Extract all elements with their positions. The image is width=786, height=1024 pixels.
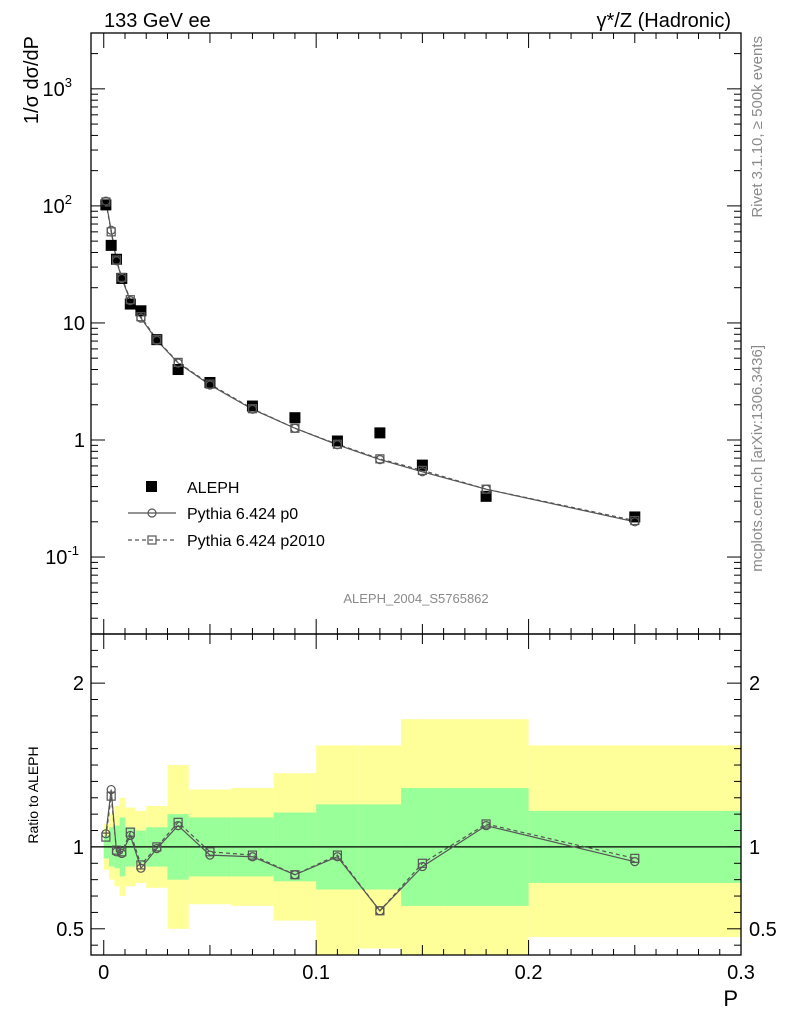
main-y-tick-label-exponent: 2 xyxy=(65,192,72,207)
main-y-tick-label: 102 xyxy=(43,192,72,218)
ratio-y-tick-label: 2 xyxy=(73,673,84,695)
main-point-p2010 xyxy=(101,197,111,207)
ratio-y-tick-label-right: 1 xyxy=(749,837,760,859)
ratio-point-p2010 xyxy=(125,827,135,837)
legend: ALEPH Pythia 6.424 p0 Pythia 6.424 p2010 xyxy=(128,480,325,550)
header-left-label: 133 GeV ee xyxy=(104,10,211,32)
legend-label-p2010: Pythia 6.424 p2010 xyxy=(187,533,325,550)
legend-marker-aleph xyxy=(146,481,157,492)
ratio-point-p2010 xyxy=(106,791,116,801)
main-point-aleph xyxy=(172,364,184,376)
ratio-point-p2010 xyxy=(101,832,111,842)
ratio-point-p2010 xyxy=(247,850,258,860)
ratio-point-p2010 xyxy=(136,860,146,870)
ratio-point-p2010 xyxy=(417,858,427,868)
plot-frames xyxy=(90,32,742,956)
series-markers xyxy=(100,196,641,916)
main-point-p2010 xyxy=(152,335,162,345)
main-y-axis-label: 1/σ dσ/dP xyxy=(21,36,43,124)
legend-marker-p0 xyxy=(147,508,157,518)
analysis-id-label: ALEPH_2004_S5765862 xyxy=(343,591,488,606)
main-y-tick-label: 1 xyxy=(74,430,85,452)
legend-label-aleph: ALEPH xyxy=(187,480,239,497)
ratio-point-p2010 xyxy=(205,847,215,857)
main-y-tick-label: 10 xyxy=(63,313,85,335)
x-axis-label: P xyxy=(723,986,738,1011)
ratio-point-p2010 xyxy=(332,850,343,860)
ratio-point-p2010 xyxy=(152,842,162,852)
mcplots-label: mcplots.cern.ch [arXiv:1306.3436] xyxy=(749,345,766,572)
main-point-p2010 xyxy=(136,312,146,322)
ratio-y-tick-label: 1 xyxy=(73,837,84,859)
main-y-tick-label-exponent: -1 xyxy=(67,543,79,558)
main-y-tick-label: 10-1 xyxy=(45,543,79,569)
main-point-aleph xyxy=(105,239,117,251)
main-point-aleph xyxy=(116,272,128,284)
ratio-point-p2010 xyxy=(173,817,183,827)
ratio-y-tick-label-right: 0.5 xyxy=(749,919,777,941)
main-point-aleph xyxy=(135,305,147,317)
main-point-p2010 xyxy=(630,515,640,526)
main-point-p2010 xyxy=(205,379,215,389)
main-point-aleph xyxy=(246,400,258,412)
main-point-p2010 xyxy=(481,484,491,494)
ratio-point-p2010 xyxy=(375,906,385,916)
axis-ticks xyxy=(91,32,742,955)
header-right-label: γ*/Z (Hadronic) xyxy=(597,10,731,32)
rivet-version-label: Rivet 3.1.10, ≥ 500k events xyxy=(749,36,766,218)
ratio-point-p2010 xyxy=(290,870,300,880)
main-line-series-1 xyxy=(105,200,635,523)
axis-tick-labels: 10-1 1 10 102 103 0.5 0.5 1 1 2 2 0 0.1 0.2 0.3 xyxy=(43,75,777,984)
ratio-line-series-0 xyxy=(105,789,635,912)
x-tick-label: 0.3 xyxy=(727,962,755,984)
main-point-p2010 xyxy=(117,272,127,282)
main-point-aleph xyxy=(416,459,428,471)
main-point-aleph xyxy=(374,427,386,439)
main-point-p2010 xyxy=(332,439,343,449)
main-point-p2010 xyxy=(375,454,385,464)
main-point-p2010 xyxy=(247,404,258,414)
main-y-tick-label: 103 xyxy=(43,75,72,101)
x-tick-label: 0.2 xyxy=(515,962,543,984)
main-point-p2010 xyxy=(125,295,135,305)
main-point-aleph xyxy=(289,412,301,424)
main-point-p2010 xyxy=(106,227,116,237)
legend-marker-p2010 xyxy=(147,535,157,545)
ratio-point-p0 xyxy=(106,784,116,795)
ratio-y-axis-label: Ratio to ALEPH xyxy=(25,746,41,843)
ratio-uncertainty-bands xyxy=(103,719,741,955)
main-y-tick-label-exponent: 3 xyxy=(65,75,72,90)
ratio-point-p2010 xyxy=(630,853,640,863)
main-point-aleph xyxy=(480,490,492,502)
x-tick-label: 0.1 xyxy=(302,962,330,984)
main-point-aleph xyxy=(110,253,122,265)
ratio-point-p2010 xyxy=(111,845,122,855)
main-point-aleph xyxy=(151,334,163,346)
main-point-aleph xyxy=(204,376,216,388)
legend-label-p0: Pythia 6.424 p0 xyxy=(187,506,298,523)
ratio-plot-frame xyxy=(90,633,742,956)
x-tick-label: 0 xyxy=(98,962,109,984)
main-point-p2010 xyxy=(417,465,427,475)
main-point-p2010 xyxy=(290,423,300,433)
ratio-y-tick-label: 0.5 xyxy=(56,919,84,941)
ratio-y-tick-label-right: 2 xyxy=(749,673,760,695)
main-point-p2010 xyxy=(173,357,183,368)
ratio-point-p2010 xyxy=(481,819,491,829)
main-point-p2010 xyxy=(111,255,122,265)
ratio-point-p2010 xyxy=(117,847,127,857)
main-line-series-2 xyxy=(105,201,635,522)
